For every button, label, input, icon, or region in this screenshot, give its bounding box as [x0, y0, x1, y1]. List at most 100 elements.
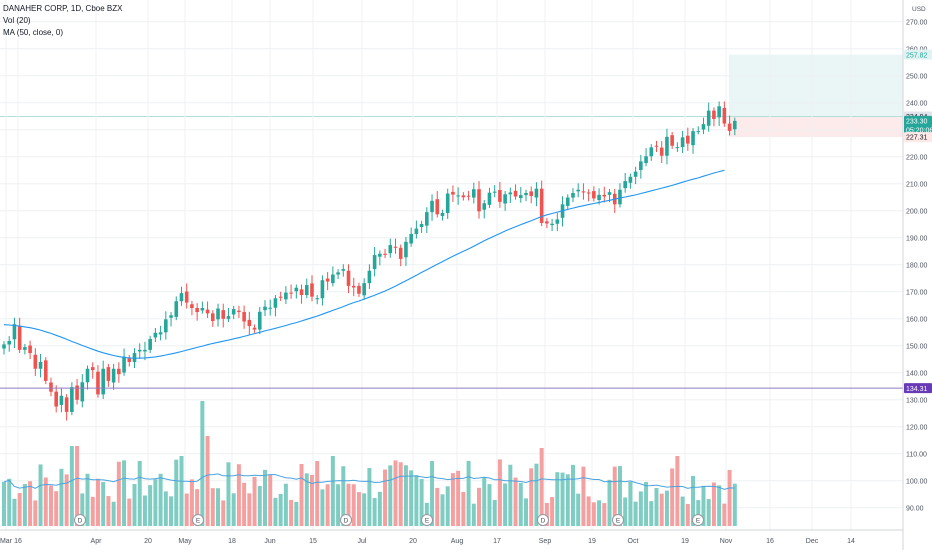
candle[interactable]: [33, 354, 38, 369]
candle[interactable]: [445, 193, 450, 213]
candle[interactable]: [508, 192, 513, 195]
candle[interactable]: [414, 228, 419, 235]
event-marker-circle[interactable]: [692, 514, 704, 526]
candle[interactable]: [273, 298, 278, 308]
event-marker[interactable]: E: [612, 514, 624, 526]
candle[interactable]: [461, 195, 466, 198]
candle[interactable]: [179, 293, 184, 302]
candle[interactable]: [466, 195, 471, 197]
price-label-last-price[interactable]: 233.30: [904, 115, 932, 126]
candle[interactable]: [409, 234, 413, 244]
candle[interactable]: [205, 309, 210, 314]
candle[interactable]: [299, 289, 304, 296]
candle[interactable]: [404, 241, 408, 258]
candle[interactable]: [670, 135, 674, 146]
candle[interactable]: [383, 253, 387, 255]
candle[interactable]: [565, 197, 570, 206]
candle[interactable]: [576, 189, 580, 192]
candle[interactable]: [221, 310, 226, 319]
candle[interactable]: [237, 310, 241, 313]
candle[interactable]: [362, 283, 366, 296]
candle[interactable]: [586, 192, 591, 194]
candle[interactable]: [555, 219, 560, 224]
stop-zone[interactable]: [729, 116, 903, 138]
candle[interactable]: [618, 189, 622, 205]
candle[interactable]: [539, 188, 544, 223]
candle[interactable]: [472, 189, 476, 198]
candle[interactable]: [247, 319, 252, 327]
candle[interactable]: [597, 194, 601, 200]
candle[interactable]: [686, 135, 690, 144]
candle[interactable]: [346, 270, 351, 286]
candle[interactable]: [456, 195, 460, 197]
symbol-title[interactable]: DANAHER CORP, 1D, Cboe BZX: [3, 4, 123, 13]
candle[interactable]: [430, 200, 434, 213]
candle[interactable]: [393, 246, 398, 248]
candle[interactable]: [143, 349, 147, 352]
candle[interactable]: [331, 274, 335, 284]
candle[interactable]: [289, 292, 293, 294]
candle[interactable]: [435, 199, 440, 215]
candle[interactable]: [712, 110, 716, 119]
candle[interactable]: [38, 362, 43, 369]
candle[interactable]: [357, 285, 361, 294]
candle[interactable]: [2, 344, 6, 349]
candle[interactable]: [717, 106, 721, 118]
candle[interactable]: [440, 212, 445, 216]
candle[interactable]: [111, 368, 116, 383]
price-label-target[interactable]: 257.82: [904, 49, 932, 60]
candle[interactable]: [174, 301, 179, 317]
candle[interactable]: [226, 316, 231, 319]
candle[interactable]: [336, 272, 340, 275]
candle[interactable]: [675, 147, 680, 149]
event-marker-circle[interactable]: [340, 514, 352, 526]
candle[interactable]: [242, 312, 246, 322]
event-marker-circle[interactable]: [192, 514, 204, 526]
candle[interactable]: [153, 332, 158, 338]
candle[interactable]: [122, 356, 126, 373]
candle[interactable]: [216, 308, 220, 320]
candle[interactable]: [59, 395, 64, 405]
candle[interactable]: [320, 280, 325, 299]
candle[interactable]: [372, 255, 377, 270]
candle[interactable]: [315, 298, 319, 300]
candle[interactable]: [571, 192, 575, 198]
candle[interactable]: [127, 358, 132, 362]
candle[interactable]: [602, 194, 607, 197]
candle[interactable]: [164, 319, 168, 333]
candle[interactable]: [75, 385, 79, 400]
candle[interactable]: [623, 181, 627, 189]
candle[interactable]: [184, 291, 189, 303]
candle[interactable]: [498, 190, 502, 202]
candle[interactable]: [487, 192, 492, 205]
event-marker-circle[interactable]: [74, 514, 86, 526]
event-marker[interactable]: E: [692, 514, 704, 526]
candle[interactable]: [304, 285, 309, 296]
candle[interactable]: [451, 191, 455, 195]
event-marker[interactable]: E: [421, 514, 433, 526]
price-label-horizontal-line[interactable]: 134.31: [904, 383, 932, 394]
candle[interactable]: [132, 353, 137, 362]
candle[interactable]: [158, 332, 163, 335]
candle[interactable]: [503, 194, 507, 204]
candle[interactable]: [696, 131, 701, 133]
candle[interactable]: [534, 188, 539, 198]
candle[interactable]: [195, 308, 199, 313]
candle[interactable]: [169, 315, 173, 318]
candle[interactable]: [90, 367, 95, 371]
candle[interactable]: [211, 313, 215, 321]
candle[interactable]: [545, 221, 549, 224]
candle[interactable]: [691, 131, 695, 146]
candle[interactable]: [477, 189, 481, 212]
candle[interactable]: [659, 147, 664, 156]
candle[interactable]: [278, 296, 283, 298]
target-zone[interactable]: [729, 54, 903, 117]
candle[interactable]: [529, 191, 534, 196]
candle[interactable]: [733, 120, 737, 130]
candle[interactable]: [252, 327, 257, 330]
candle[interactable]: [268, 307, 273, 309]
candle[interactable]: [419, 224, 424, 227]
candle[interactable]: [200, 308, 205, 311]
candle[interactable]: [117, 368, 121, 375]
candle[interactable]: [654, 145, 659, 147]
